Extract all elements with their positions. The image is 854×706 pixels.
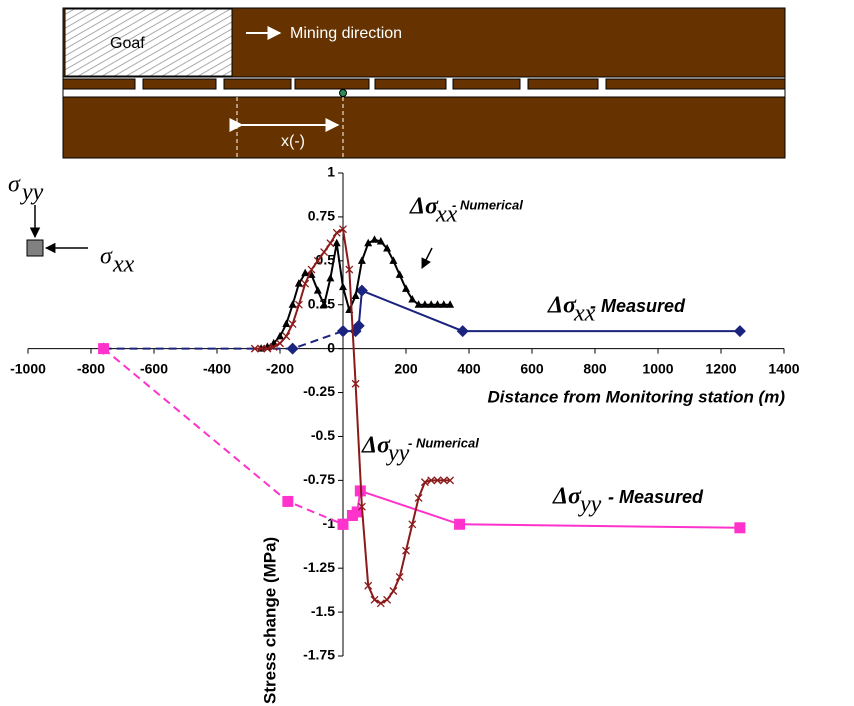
- data-point: [287, 343, 299, 355]
- data-point: [377, 600, 384, 607]
- annotation-symbol: Δσ: [409, 194, 439, 220]
- data-point: [402, 284, 410, 292]
- annotation-sub: yy: [578, 492, 602, 518]
- sigma: σ: [8, 172, 21, 198]
- x-tick-label: 800: [583, 360, 607, 376]
- x-tick-label: 1200: [705, 360, 736, 376]
- series-line: [255, 229, 450, 603]
- data-point: [277, 340, 284, 347]
- y-tick-label: -1.75: [303, 647, 335, 663]
- annotation-text: - Numerical: [408, 435, 479, 450]
- x-tick-label: -400: [203, 360, 231, 376]
- annotations: Δσ xx - Numerical Δσ xx - Measured Δσ yy…: [361, 194, 704, 518]
- y-tick-label: 0: [327, 339, 335, 355]
- y-tick-label: -1.5: [311, 603, 335, 619]
- series-line: [104, 331, 343, 349]
- annotation-sub: yy: [386, 441, 410, 467]
- y-tick-label: -0.25: [303, 383, 335, 399]
- y-tick-label: -0.75: [303, 471, 335, 487]
- annotation-symbol: Δσ: [361, 433, 391, 459]
- distance-label: x(-): [281, 133, 305, 150]
- figure: Goaf Mining direction x(-) σ yy σ xx -10…: [0, 0, 854, 706]
- data-point: [734, 522, 745, 533]
- data-point: [371, 596, 378, 603]
- data-point: [327, 240, 334, 247]
- data-point: [337, 325, 349, 337]
- x-tick-label: 200: [394, 360, 418, 376]
- goaf-label: Goaf: [110, 35, 145, 52]
- y-tick-label: 1: [327, 164, 335, 180]
- annotation-symbol: Δσ: [552, 484, 582, 510]
- y-tick-label: -1.25: [303, 559, 335, 575]
- sigma-sub: xx: [112, 252, 135, 278]
- data-point: [457, 325, 469, 337]
- data-point: [326, 274, 334, 282]
- sigma: σ: [100, 244, 113, 270]
- x-tick-label: 400: [457, 360, 481, 376]
- annotation-text: - Measured: [590, 296, 686, 316]
- y-axis-title: Stress change (MPa): [260, 537, 279, 704]
- data-point: [390, 588, 397, 595]
- annotation-text: - Numerical: [452, 197, 523, 212]
- data-point: [338, 519, 349, 530]
- x-tick-label: -1000: [10, 360, 46, 376]
- data-point: [734, 325, 746, 337]
- direction-label: Mining direction: [290, 25, 402, 42]
- x-tick-label: -800: [77, 360, 105, 376]
- data-point: [339, 283, 347, 291]
- x-tick-label: -600: [140, 360, 168, 376]
- data-point: [371, 235, 379, 243]
- data-point: [283, 333, 290, 340]
- annotation-text: - Measured: [608, 487, 704, 507]
- x-tick-label: 1000: [642, 360, 673, 376]
- data-point: [333, 229, 340, 236]
- data-point: [282, 496, 293, 507]
- data-point: [314, 286, 322, 294]
- data-point: [98, 343, 109, 354]
- data-point: [358, 256, 366, 264]
- annotation-symbol: Δσ: [547, 293, 577, 319]
- sigma-sub: yy: [20, 180, 44, 206]
- x-tick-label: 1400: [768, 360, 799, 376]
- data-point: [454, 519, 465, 530]
- mine-schematic: Goaf Mining direction x(-): [63, 8, 785, 158]
- data-point: [396, 270, 404, 278]
- plot: -1000 -800 -600 -400 -200 200 400 600 800 1000 120…: [10, 164, 800, 663]
- data-point: [384, 596, 391, 603]
- x-axis-title: Distance from Monitoring station (m): [488, 387, 786, 406]
- y-tick-label: 0.75: [308, 208, 335, 224]
- stress-icon: σ yy σ xx: [8, 172, 135, 278]
- x-tick-label: -200: [266, 360, 294, 376]
- y-tick-label: -0.5: [311, 427, 335, 443]
- x-tick-label: 600: [520, 360, 544, 376]
